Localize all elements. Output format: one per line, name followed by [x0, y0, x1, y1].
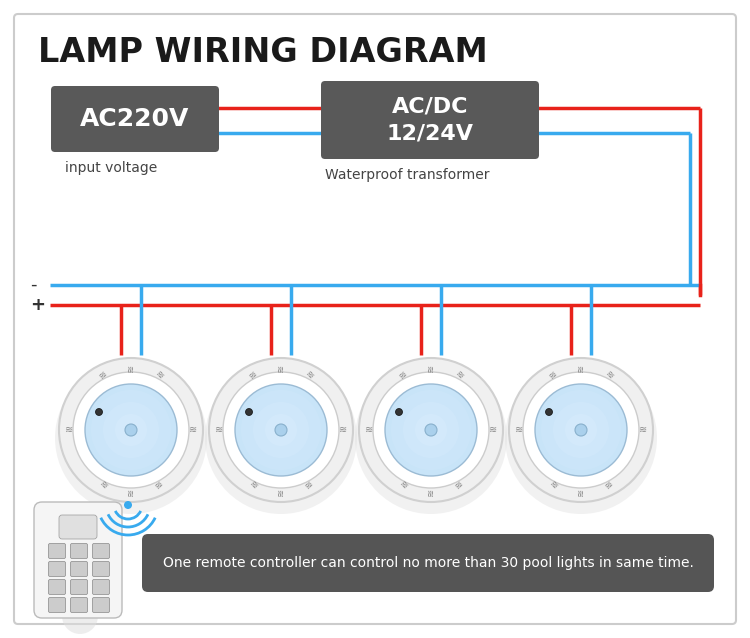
Circle shape: [253, 402, 309, 458]
Text: ≋: ≋: [126, 488, 136, 496]
Text: ≋: ≋: [602, 478, 616, 491]
Text: ≋: ≋: [126, 364, 136, 372]
Circle shape: [241, 390, 321, 470]
Circle shape: [359, 358, 503, 502]
Circle shape: [403, 402, 459, 458]
Text: ≋: ≋: [452, 369, 466, 382]
Text: ≋: ≋: [397, 478, 410, 491]
Text: ≋: ≋: [247, 478, 259, 491]
Text: Waterproof transformer: Waterproof transformer: [325, 168, 490, 182]
Circle shape: [205, 362, 357, 514]
FancyBboxPatch shape: [92, 579, 110, 595]
Circle shape: [385, 384, 477, 476]
Text: +: +: [30, 296, 45, 314]
FancyBboxPatch shape: [49, 579, 65, 595]
Text: ≋: ≋: [576, 488, 586, 496]
Circle shape: [373, 372, 489, 488]
Circle shape: [95, 408, 103, 415]
FancyBboxPatch shape: [92, 544, 110, 558]
Text: ≋: ≋: [152, 369, 166, 382]
Circle shape: [209, 358, 353, 502]
Text: ≋: ≋: [339, 425, 347, 435]
Text: ≋: ≋: [452, 478, 466, 491]
Circle shape: [575, 424, 587, 436]
Circle shape: [355, 362, 507, 514]
Text: ≋: ≋: [215, 425, 223, 435]
Circle shape: [235, 384, 327, 476]
Circle shape: [535, 384, 627, 476]
Text: One remote controller can control no more than 30 pool lights in same time.: One remote controller can control no mor…: [163, 556, 694, 570]
Text: ≋: ≋: [547, 478, 560, 491]
Text: AC/DC
12/24V: AC/DC 12/24V: [386, 97, 473, 143]
Text: ≋: ≋: [65, 425, 73, 435]
FancyBboxPatch shape: [59, 515, 97, 539]
FancyBboxPatch shape: [14, 14, 736, 624]
Circle shape: [55, 362, 207, 514]
FancyBboxPatch shape: [51, 86, 219, 152]
FancyBboxPatch shape: [92, 598, 110, 612]
Text: ≋: ≋: [576, 364, 586, 372]
Circle shape: [415, 414, 447, 446]
Circle shape: [125, 424, 137, 436]
Circle shape: [59, 358, 203, 502]
Text: ≋: ≋: [365, 425, 373, 435]
Circle shape: [103, 402, 159, 458]
Circle shape: [265, 414, 297, 446]
FancyBboxPatch shape: [70, 544, 88, 558]
Text: -: -: [30, 276, 37, 294]
Text: ≋: ≋: [515, 425, 523, 435]
Text: ≋: ≋: [97, 369, 109, 382]
Text: ≋: ≋: [397, 369, 410, 382]
Circle shape: [395, 408, 403, 415]
Text: AC220V: AC220V: [80, 107, 190, 131]
Text: ≋: ≋: [276, 488, 286, 496]
Text: LAMP WIRING DIAGRAM: LAMP WIRING DIAGRAM: [38, 36, 488, 68]
FancyBboxPatch shape: [142, 534, 714, 592]
FancyBboxPatch shape: [321, 81, 539, 159]
Text: ≋: ≋: [247, 369, 259, 382]
Circle shape: [223, 372, 339, 488]
Circle shape: [541, 390, 621, 470]
Text: ≋: ≋: [639, 425, 647, 435]
Text: ≋: ≋: [302, 478, 316, 491]
Text: ≋: ≋: [489, 425, 497, 435]
FancyBboxPatch shape: [49, 544, 65, 558]
Text: ≋: ≋: [276, 364, 286, 372]
Circle shape: [245, 408, 253, 415]
Circle shape: [523, 372, 639, 488]
Circle shape: [124, 501, 132, 509]
Text: ≋: ≋: [426, 364, 436, 372]
Text: ≋: ≋: [97, 478, 109, 491]
FancyBboxPatch shape: [70, 579, 88, 595]
Circle shape: [73, 372, 189, 488]
Text: ≋: ≋: [302, 369, 316, 382]
Circle shape: [275, 424, 287, 436]
Circle shape: [62, 598, 98, 634]
Text: ≋: ≋: [602, 369, 616, 382]
Text: ≋: ≋: [547, 369, 560, 382]
FancyBboxPatch shape: [70, 598, 88, 612]
Text: ≋: ≋: [426, 488, 436, 496]
Circle shape: [565, 414, 597, 446]
FancyBboxPatch shape: [34, 502, 122, 618]
Circle shape: [91, 390, 171, 470]
FancyBboxPatch shape: [49, 598, 65, 612]
FancyBboxPatch shape: [49, 561, 65, 577]
Circle shape: [425, 424, 437, 436]
FancyBboxPatch shape: [70, 561, 88, 577]
Circle shape: [509, 358, 653, 502]
Circle shape: [85, 384, 177, 476]
Circle shape: [553, 402, 609, 458]
Text: input voltage: input voltage: [65, 161, 158, 175]
Text: ≋: ≋: [189, 425, 197, 435]
Circle shape: [545, 408, 553, 415]
Circle shape: [391, 390, 471, 470]
Text: ≋: ≋: [152, 478, 166, 491]
Circle shape: [115, 414, 147, 446]
FancyBboxPatch shape: [92, 561, 110, 577]
Circle shape: [505, 362, 657, 514]
